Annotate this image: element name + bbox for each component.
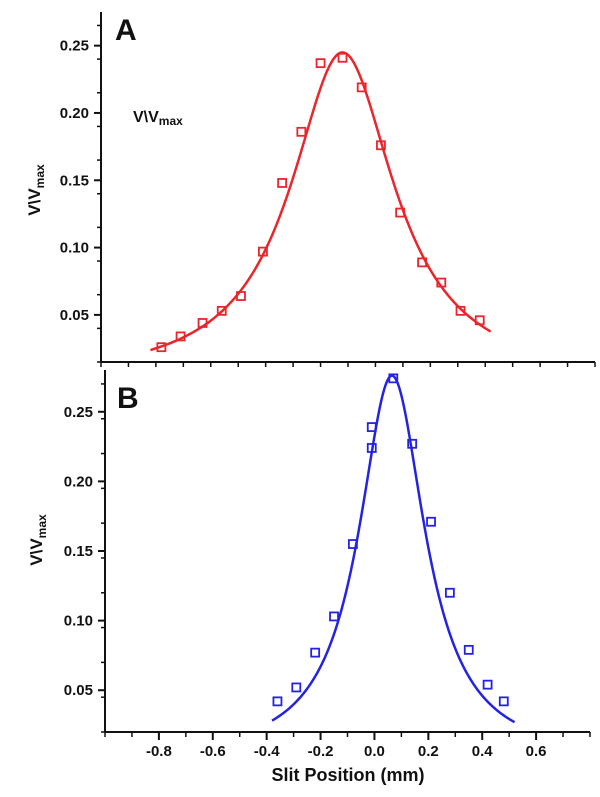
- panel-a-data-point: [156, 342, 167, 353]
- x-tick-label: 0.4: [472, 743, 494, 760]
- panel-a-y-tick-label: 0.25: [60, 38, 89, 55]
- panel-b-data-point: [366, 422, 377, 432]
- panel-b-y-axis-label: V\Vmax: [27, 514, 49, 566]
- panel-a-data-point: [197, 318, 208, 328]
- panel-b-y-tick-label: 0.25: [64, 404, 93, 421]
- panel-b-y-tick-label: 0.10: [64, 613, 93, 630]
- panel-a-data-point: [376, 140, 386, 151]
- panel-b-data-point: [347, 539, 358, 549]
- x-tick-label: -0.6: [200, 743, 226, 760]
- panel-b-data-point: [310, 647, 321, 658]
- panel-a-data-point: [277, 178, 288, 188]
- panel-a-label: A: [115, 14, 137, 47]
- x-tick-label: 0.6: [526, 743, 547, 760]
- panel-a-y-ticks: 0.05 0.10 0.15 0.20 0.25: [60, 24, 596, 367]
- panel-b-data-point: [444, 587, 455, 598]
- panel-b-data-point: [272, 696, 283, 707]
- panel-a-inset-label: V\Vmax: [133, 109, 183, 128]
- panel-a-data-point: [474, 315, 485, 326]
- panel-a-data-point: [216, 305, 227, 316]
- panel-b: B V\Vmax 0.050.100.150.200.25 -0.8 -0.6 -0…: [27, 370, 591, 760]
- panel-b-data-point: [482, 679, 493, 690]
- panel-a-data-point: [356, 82, 367, 93]
- panel-b-data-point: [329, 611, 339, 622]
- x-tick-label: -0.8: [146, 743, 172, 760]
- panel-a-y-tick-label: 0.15: [60, 172, 89, 189]
- panel-a-fit-curve: [150, 51, 492, 352]
- panel-a-points: [156, 52, 485, 353]
- panel-a-fit-line: [150, 51, 492, 352]
- panel-b-data-point: [426, 516, 436, 527]
- panel-a-data-point: [296, 126, 307, 137]
- panel-b-label: B: [117, 382, 139, 415]
- panel-b-y-ticks: 0.05 0.10 0.15 0.20 0.25: [64, 383, 105, 733]
- panel-b-data-point: [498, 696, 509, 707]
- panel-a-y-tick-label: 0.10: [60, 240, 89, 257]
- panel-a-data-point: [315, 58, 326, 69]
- x-tick-label: 0.2: [418, 743, 439, 760]
- x-tick-label: -0.4: [254, 743, 281, 760]
- panel-b-data-point: [407, 438, 418, 449]
- panel-b-data-point: [388, 373, 399, 384]
- panel-b-fit-curve: [271, 374, 516, 724]
- panel-a-y-tick-label: 0.20: [60, 105, 89, 122]
- panel-b-data-point: [463, 644, 474, 655]
- panel-a-data-point: [455, 305, 466, 316]
- panel-a-y-tick-label: 0.05: [60, 307, 89, 324]
- panel-b-y-tick-label: 0.05: [64, 682, 93, 699]
- panel-b-fit-line: [271, 374, 516, 724]
- panel-a-data-point: [236, 291, 246, 301]
- x-tick-label: -0.2: [308, 743, 334, 760]
- x-axis-ticks: -0.8 -0.6 -0.4 -0.2 0.0 0.2 0.4 0.6: [104, 732, 591, 760]
- panel-b-y-tick-label: 0.15: [64, 543, 93, 560]
- panel-a-data-point: [258, 246, 268, 257]
- panel-a-data-point: [417, 257, 428, 268]
- panel-a-data-point: [395, 207, 406, 218]
- panel-b-data-point: [291, 682, 302, 693]
- panel-a-data-point: [337, 52, 348, 63]
- panel-b-data-point: [366, 443, 377, 453]
- panel-b-y-tick-label: 0.20: [64, 473, 93, 490]
- x-axis-label: Slit Position (mm): [272, 765, 425, 785]
- panel-a-y-axis-label: V\Vmax: [25, 164, 47, 216]
- panel-a: A V\Vmax V\Vmax 0.05 0.10 0.15 0.20 0.25: [25, 12, 596, 367]
- panel-a-data-point: [175, 331, 186, 342]
- panel-b-points: [272, 373, 509, 707]
- x-tick-label: 0.0: [364, 743, 385, 760]
- panel-a-data-point: [436, 277, 447, 288]
